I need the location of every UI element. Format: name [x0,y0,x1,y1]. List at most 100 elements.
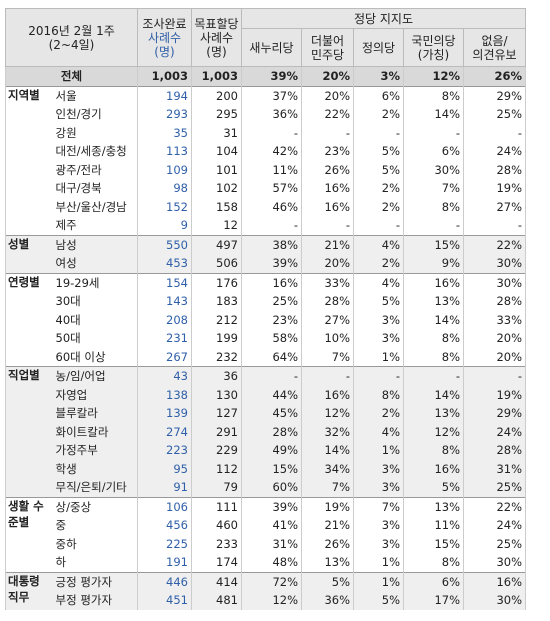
completed-cell: 조사완료 사례수 (명) [137,8,192,67]
cell: 1% [353,571,404,591]
cell: 267 [137,347,192,367]
cell: 22% [301,105,354,124]
cell: 7% [353,496,404,516]
cell: - [403,216,464,235]
cell: 29% [462,85,527,105]
cell: 13% [403,404,464,423]
row-name: 제주 [51,216,138,235]
cell: 33% [462,310,527,329]
cell: 23% [301,142,354,161]
cell: 46% [241,197,302,216]
cell: 191 [137,553,192,572]
party-line: (가칭) [417,47,450,62]
cell: 231 [137,329,192,348]
cell: 22% [462,496,527,516]
header-line: 조사완료 [142,16,187,31]
cell: 34% [301,459,354,478]
cell: 5% [403,478,464,497]
cell: 28% [301,292,354,311]
cell: 22% [462,234,527,254]
cell: 36% [301,591,354,610]
cell: 456 [137,516,192,535]
cell: 1,003 [191,66,242,86]
party-header: 새누리당 [241,28,302,67]
cell: 16% [301,197,354,216]
cell: 229 [191,441,242,460]
cell: 5% [353,160,404,179]
cell: 20% [462,347,527,367]
row-name: 상/중상 [51,496,138,516]
data-row: 강원 35 31- - - - - [6,123,527,142]
cell: 14% [403,105,464,124]
cell: 25% [462,105,527,124]
data-row: 광주/전라 109 101 11% 26% 5% 30% 28% [6,160,527,179]
cell: 20% [301,85,354,105]
cell: 112 [191,459,242,478]
cell: 104 [191,142,242,161]
data-row: 가정주부 223 229 49% 14% 1% 8% 28% [6,441,527,460]
cell: 111 [191,496,242,516]
cell: 19% [462,385,527,404]
cell: 24% [462,142,527,161]
cell: 41% [241,516,302,535]
data-row: 학생 95 112 15% 34% 3% 16% 31% [6,459,527,478]
cell: 11% [403,516,464,535]
cell: 39% [241,254,302,273]
cell: 16% [301,385,354,404]
cell: 446 [137,571,192,591]
cell: 16% [462,571,527,591]
cell: 8% [403,553,464,572]
cell: 39% [241,66,302,86]
row-name: 여성 [51,254,138,273]
row-name: 학생 [51,459,138,478]
cell: 32% [301,422,354,441]
cell: 3% [353,329,404,348]
cell: 13% [403,292,464,311]
row-name: 광주/전라 [51,160,138,179]
cell: 38% [241,234,302,254]
cell: 8% [353,385,404,404]
cell: 27% [301,310,354,329]
cell: 26% [301,534,354,553]
cell: 29% [462,404,527,423]
cell: 233 [191,534,242,553]
row-name: 무직/은퇴/기타 [51,478,138,497]
cell: 35 [137,123,192,142]
group-label: 성별 [5,234,52,273]
cell: 2% [353,404,404,423]
cell: 16% [301,179,354,198]
cell: 31% [241,534,302,553]
row-name: 중 [51,516,138,535]
cell: 3% [353,459,404,478]
cell: - [403,366,464,386]
cell: 5% [353,292,404,311]
cell: 194 [137,85,192,105]
data-row: 블루칼라 139 127 45% 12% 2% 13% 29% [6,404,527,423]
cell: 1% [353,347,404,367]
cell: 31% [462,459,527,478]
data-row: 중하 225 233 31% 26% 3% 15% 25% [6,534,527,553]
cell: 481 [191,591,242,610]
cell: 5% [301,571,354,591]
cell: 4% [353,422,404,441]
cell: 20% [462,329,527,348]
row-name: 대구/경북 [51,179,138,198]
cell: 106 [137,496,192,516]
cell: 30% [462,254,527,273]
cell: 49% [241,441,302,460]
cell: 3% [353,478,404,497]
cell: 44% [241,385,302,404]
cell: 223 [137,441,192,460]
header-line: 사례수 [147,30,182,45]
cell: 13% [403,496,464,516]
cell: 102 [191,179,242,198]
cell: 20% [301,254,354,273]
cell: 16% [241,272,302,292]
cell: 15% [403,534,464,553]
row-name: 중하 [51,534,138,553]
cell: - [353,366,404,386]
party-header: 없음/의견유보 [462,28,527,67]
cell: 60% [241,478,302,497]
cell: 14% [403,385,464,404]
row-name: 인천/경기 [51,105,138,124]
